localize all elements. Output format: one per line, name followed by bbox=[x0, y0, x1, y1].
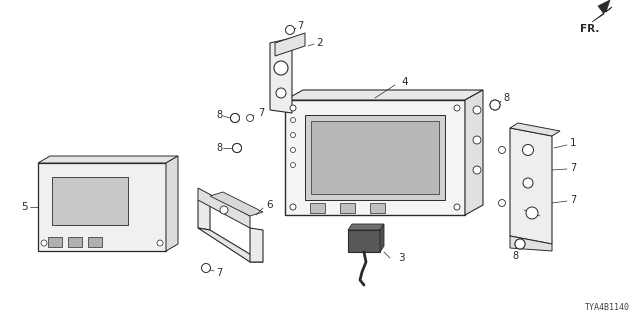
Circle shape bbox=[454, 105, 460, 111]
Text: 8: 8 bbox=[503, 93, 509, 103]
Circle shape bbox=[291, 117, 296, 123]
Circle shape bbox=[499, 147, 506, 154]
Polygon shape bbox=[510, 123, 560, 136]
Circle shape bbox=[285, 26, 294, 35]
Text: 2: 2 bbox=[317, 38, 323, 48]
Text: 7: 7 bbox=[570, 163, 576, 173]
Polygon shape bbox=[380, 224, 384, 252]
Polygon shape bbox=[285, 90, 483, 100]
Circle shape bbox=[291, 163, 296, 167]
Text: 4: 4 bbox=[402, 77, 408, 87]
Polygon shape bbox=[210, 192, 263, 216]
Circle shape bbox=[473, 106, 481, 114]
Polygon shape bbox=[592, 0, 612, 22]
Circle shape bbox=[232, 143, 241, 153]
Circle shape bbox=[473, 166, 481, 174]
Circle shape bbox=[454, 204, 460, 210]
Circle shape bbox=[473, 136, 481, 144]
Circle shape bbox=[290, 204, 296, 210]
Polygon shape bbox=[250, 228, 263, 262]
Text: 3: 3 bbox=[398, 253, 404, 263]
Polygon shape bbox=[38, 163, 166, 251]
Circle shape bbox=[157, 240, 163, 246]
Circle shape bbox=[291, 148, 296, 153]
Text: 7: 7 bbox=[570, 195, 576, 205]
Polygon shape bbox=[348, 230, 380, 252]
Text: 7: 7 bbox=[216, 268, 222, 278]
Circle shape bbox=[202, 263, 211, 273]
Circle shape bbox=[526, 207, 538, 219]
Circle shape bbox=[515, 239, 525, 249]
Polygon shape bbox=[198, 188, 250, 228]
Text: 6: 6 bbox=[266, 200, 273, 210]
Circle shape bbox=[522, 145, 534, 156]
Text: 7: 7 bbox=[258, 108, 264, 118]
Polygon shape bbox=[88, 237, 102, 247]
Circle shape bbox=[490, 100, 500, 110]
Polygon shape bbox=[340, 203, 355, 213]
Circle shape bbox=[274, 61, 288, 75]
Polygon shape bbox=[48, 237, 62, 247]
Circle shape bbox=[523, 178, 533, 188]
Polygon shape bbox=[198, 196, 210, 230]
Polygon shape bbox=[38, 156, 178, 163]
Circle shape bbox=[230, 114, 239, 123]
Circle shape bbox=[515, 239, 525, 249]
Polygon shape bbox=[52, 177, 128, 225]
Text: 5: 5 bbox=[21, 202, 28, 212]
Text: 8: 8 bbox=[216, 143, 222, 153]
Polygon shape bbox=[68, 237, 82, 247]
Circle shape bbox=[499, 199, 506, 206]
Circle shape bbox=[490, 100, 500, 110]
Polygon shape bbox=[510, 128, 552, 244]
Polygon shape bbox=[465, 90, 483, 215]
Polygon shape bbox=[370, 203, 385, 213]
Polygon shape bbox=[510, 236, 552, 251]
Polygon shape bbox=[311, 121, 439, 194]
Polygon shape bbox=[348, 224, 384, 230]
Circle shape bbox=[290, 105, 296, 111]
Text: 1: 1 bbox=[570, 138, 577, 148]
Text: FR.: FR. bbox=[580, 24, 600, 34]
Text: 8: 8 bbox=[512, 251, 518, 261]
Polygon shape bbox=[275, 33, 305, 56]
Circle shape bbox=[220, 206, 228, 214]
Polygon shape bbox=[310, 203, 325, 213]
Polygon shape bbox=[270, 38, 292, 113]
Polygon shape bbox=[305, 115, 445, 200]
Circle shape bbox=[276, 88, 286, 98]
Circle shape bbox=[246, 115, 253, 122]
Circle shape bbox=[291, 132, 296, 138]
Circle shape bbox=[41, 240, 47, 246]
Polygon shape bbox=[198, 228, 263, 262]
Polygon shape bbox=[166, 156, 178, 251]
Text: TYA4B1140: TYA4B1140 bbox=[585, 303, 630, 312]
Text: 8: 8 bbox=[216, 110, 222, 120]
Text: 7: 7 bbox=[297, 21, 303, 31]
Circle shape bbox=[232, 143, 241, 153]
Polygon shape bbox=[285, 100, 465, 215]
Circle shape bbox=[230, 114, 239, 123]
